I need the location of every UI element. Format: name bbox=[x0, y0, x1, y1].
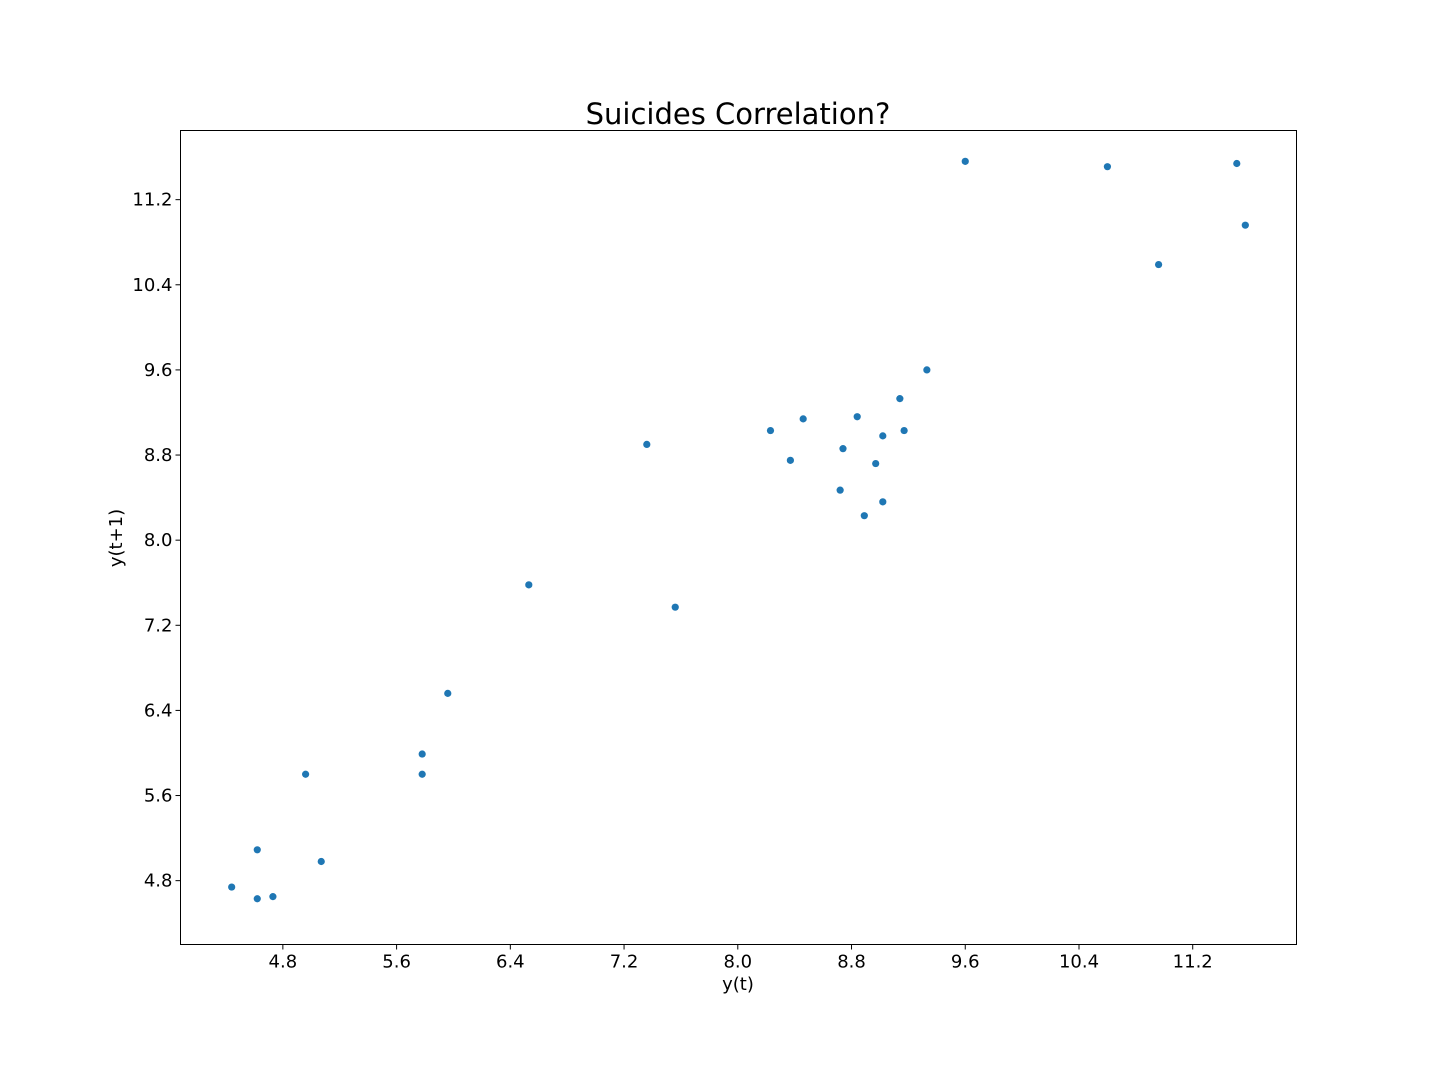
scatter-point bbox=[253, 895, 261, 903]
x-tick-label: 6.4 bbox=[496, 952, 525, 973]
y-tick-label: 5.6 bbox=[144, 786, 173, 807]
scatter-point bbox=[1103, 163, 1112, 171]
x-tick-label: 9.6 bbox=[951, 952, 980, 973]
scatter-point bbox=[879, 432, 887, 440]
y-tick-label: 4.8 bbox=[144, 871, 173, 892]
y-axis-label: y(t+1) bbox=[106, 509, 127, 567]
plot-area-frame bbox=[180, 130, 1297, 945]
x-tick-label: 10.4 bbox=[1059, 952, 1099, 973]
scatter-point bbox=[1233, 159, 1241, 168]
scatter-point bbox=[923, 366, 931, 374]
scatter-point bbox=[643, 440, 651, 448]
scatter-point bbox=[839, 445, 847, 453]
scatter-point bbox=[253, 846, 261, 854]
scatter-point bbox=[418, 750, 426, 758]
scatter-point bbox=[799, 415, 807, 423]
chart-title: Suicides Correlation? bbox=[586, 97, 891, 131]
y-tick-label: 10.4 bbox=[132, 275, 172, 296]
y-tick-label: 11.2 bbox=[132, 190, 172, 211]
scatter-point bbox=[317, 857, 325, 866]
scatter-point bbox=[900, 426, 908, 435]
x-tick-label: 8.0 bbox=[723, 952, 752, 973]
scatter-point bbox=[860, 512, 868, 520]
x-axis: 4.8 5.6 6.4 7.2 8.0 8.8 9.6 10.4 11.2 bbox=[269, 944, 1213, 973]
scatter-point bbox=[872, 459, 880, 468]
y-tick-label: 6.4 bbox=[144, 700, 173, 721]
x-tick-label: 4.8 bbox=[269, 952, 298, 973]
scatter-point bbox=[228, 883, 236, 891]
scatter-point bbox=[671, 603, 679, 611]
x-tick-label: 11.2 bbox=[1173, 952, 1213, 973]
x-tick-label: 5.6 bbox=[382, 952, 411, 973]
y-tick-label: 8.8 bbox=[144, 445, 173, 466]
scatter-point bbox=[836, 486, 844, 494]
scatter-point bbox=[525, 581, 533, 589]
scatter-point bbox=[1241, 221, 1249, 229]
y-tick-label: 9.6 bbox=[144, 360, 173, 381]
scatter-point bbox=[879, 498, 887, 506]
scatter-point bbox=[896, 395, 904, 403]
y-tick-label: 7.2 bbox=[144, 615, 173, 636]
scatter-point bbox=[418, 770, 426, 778]
y-tick-label: 8.0 bbox=[144, 530, 173, 551]
scatter-point bbox=[1154, 260, 1163, 269]
y-axis: 4.8 5.6 6.4 7.2 8.0 8.8 9.6 10.4 11.2 bbox=[132, 190, 181, 892]
scatter-point bbox=[302, 770, 310, 778]
scatter-point bbox=[853, 413, 861, 421]
scatter-point bbox=[269, 893, 277, 901]
x-tick-label: 8.8 bbox=[837, 952, 866, 973]
scatter-point bbox=[444, 689, 452, 697]
x-axis-label: y(t) bbox=[722, 974, 754, 995]
scatter-point bbox=[961, 157, 969, 165]
points-layer bbox=[228, 157, 1249, 903]
scatter-point bbox=[766, 426, 775, 435]
x-tick-label: 7.2 bbox=[610, 952, 639, 973]
scatter-point bbox=[786, 456, 794, 464]
